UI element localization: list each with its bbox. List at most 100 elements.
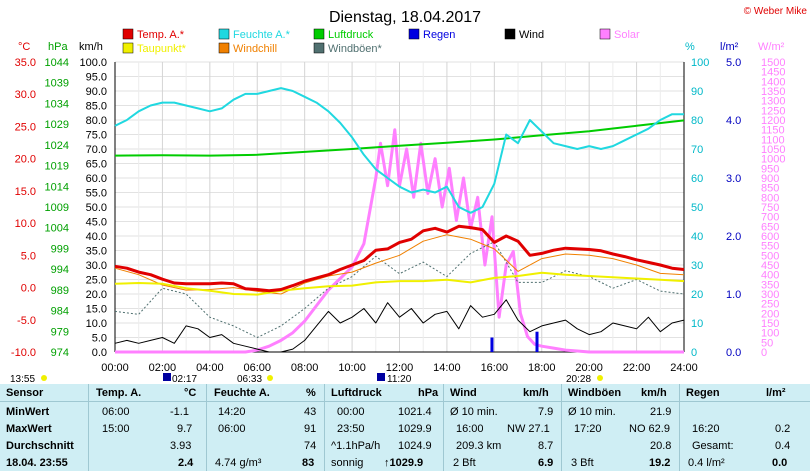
solar-tick-label: 1000	[761, 154, 785, 166]
legend-label: Feuchte A.*	[233, 29, 291, 41]
pressure-tick-label: 1029	[45, 119, 69, 131]
header-gust-unit: km/h	[641, 387, 667, 399]
cell-rain-value: 0.0	[772, 457, 788, 469]
pressure-tick-label: 989	[51, 285, 69, 297]
wind-tick-label: 90.0	[86, 86, 107, 98]
header-rain-unit: l/m²	[766, 387, 786, 399]
legend-swatch	[408, 28, 420, 40]
header-rain: Regen	[686, 387, 720, 399]
x-tick-label: 16:00	[481, 362, 509, 374]
moonset-icon	[377, 373, 385, 381]
humidity-tick-label: 50	[691, 202, 703, 214]
min-temp-time: 13:55	[10, 374, 35, 384]
legend-label: Regen	[423, 29, 455, 41]
cell-wind-value: 7.9	[538, 406, 554, 418]
temp-tick-label: 30.0	[15, 89, 36, 101]
wind-tick-label: 35.0	[86, 246, 107, 258]
copyright-text: © Weber Mike	[744, 6, 808, 17]
solar-tick-label: 600	[761, 231, 779, 243]
wind-tick-label: 65.0	[86, 159, 107, 171]
header-gust: Windböen	[568, 387, 622, 399]
header-pressure: Luftdruck	[331, 387, 382, 399]
legend-label: Luftdruck	[328, 29, 374, 41]
cell-press-value: 1029.9	[398, 423, 432, 435]
solar-tick-label: 150	[761, 318, 779, 330]
pressure-tick-label: 1034	[45, 98, 69, 110]
solar-tick-label: 500	[761, 250, 779, 262]
cell-press-value: ↑1029.9	[384, 457, 424, 469]
wind-unit-label: km/h	[79, 41, 103, 53]
wind-tick-label: 15.0	[86, 304, 107, 316]
temp-tick-label: -10.0	[11, 347, 36, 359]
wind-tick-label: 60.0	[86, 173, 107, 185]
sunset-time: 11:20	[387, 374, 412, 384]
legend-swatch	[122, 28, 134, 40]
cell-wind-text: 16:00	[456, 423, 484, 435]
legend-label: Windchill	[233, 43, 277, 55]
cell-press-time: ^1.1hPa/h	[331, 440, 381, 452]
x-tick-label: 24:00	[670, 362, 698, 374]
rain-tick-label: 5.0	[726, 57, 741, 69]
temp-tick-label: 20.0	[15, 154, 36, 166]
solar-tick-label: 1050	[761, 144, 785, 156]
dawn-time: 06:33	[237, 374, 262, 384]
cell-wind-text: Ø 10 min.	[450, 406, 498, 418]
header-humidity-unit: %	[306, 387, 316, 399]
solar-tick-label: 300	[761, 289, 779, 301]
temp-tick-label: 35.0	[15, 57, 36, 69]
wind-tick-label: 80.0	[86, 115, 107, 127]
table-divider	[206, 384, 207, 471]
rain-tick-label: 3.0	[726, 173, 741, 185]
table-divider	[443, 384, 444, 471]
rain-unit-label: l/m²	[720, 41, 739, 53]
solar-tick-label: 100	[761, 328, 779, 340]
pressure-tick-label: 1004	[45, 223, 69, 235]
series-line-windchill	[114, 234, 685, 295]
solar-tick-label: 650	[761, 221, 779, 233]
cell-temp-time: 15:00	[102, 423, 130, 435]
cell-gust-text: Ø 10 min.	[568, 406, 616, 418]
solar-tick-label: 1500	[761, 57, 785, 69]
wind-tick-label: 40.0	[86, 231, 107, 243]
cell-temp-value: 3.93	[170, 440, 192, 452]
solar-tick-label: 1250	[761, 105, 785, 117]
pressure-tick-label: 999	[51, 243, 69, 255]
row-label: MaxWert	[6, 423, 52, 435]
solar-tick-label: 1450	[761, 67, 785, 79]
x-tick-label: 14:00	[433, 362, 461, 374]
wind-tick-label: 0.0	[92, 347, 107, 359]
x-tick-label: 18:00	[528, 362, 556, 374]
solar-tick-label: 900	[761, 173, 779, 185]
cell-hum-value: 74	[304, 440, 317, 452]
x-tick-label: 02:00	[149, 362, 177, 374]
row-label: Durchschnitt	[6, 440, 74, 452]
sun-dot-icon	[41, 375, 47, 381]
solar-tick-label: 350	[761, 279, 779, 291]
cell-wind-text: 2 Bft	[453, 457, 476, 469]
pressure-tick-label: 979	[51, 326, 69, 338]
temp-tick-label: 0.0	[21, 283, 36, 295]
cell-wind-value: 6.9	[538, 457, 554, 469]
cell-hum-value: 43	[304, 406, 317, 418]
solar-tick-label: 550	[761, 241, 779, 253]
sun-dot-icon	[597, 375, 603, 381]
pressure-unit-label: hPa	[48, 41, 68, 53]
series-line-temp-a	[114, 224, 685, 293]
solar-tick-label: 200	[761, 308, 779, 320]
legend-label: Wind	[519, 29, 544, 41]
cell-gust-dir: NO 62.9	[629, 423, 670, 435]
x-tick-label: 12:00	[386, 362, 414, 374]
header-pressure-unit: hPa	[418, 387, 439, 399]
cell-press-time: 00:00	[337, 406, 365, 418]
humidity-tick-label: 10	[691, 318, 703, 330]
x-tick-label: 06:00	[243, 362, 271, 374]
legend-label: Solar	[614, 29, 640, 41]
cell-temp-time: 06:00	[102, 406, 130, 418]
humidity-tick-label: 100	[691, 57, 709, 69]
solar-tick-label: 1200	[761, 115, 785, 127]
cell-press-time: sonnig	[331, 457, 364, 469]
wind-tick-label: 75.0	[86, 130, 107, 142]
temp-tick-label: 25.0	[15, 121, 36, 133]
cell-rain-text: Gesamt:	[692, 440, 734, 452]
humidity-tick-label: 80	[691, 115, 703, 127]
